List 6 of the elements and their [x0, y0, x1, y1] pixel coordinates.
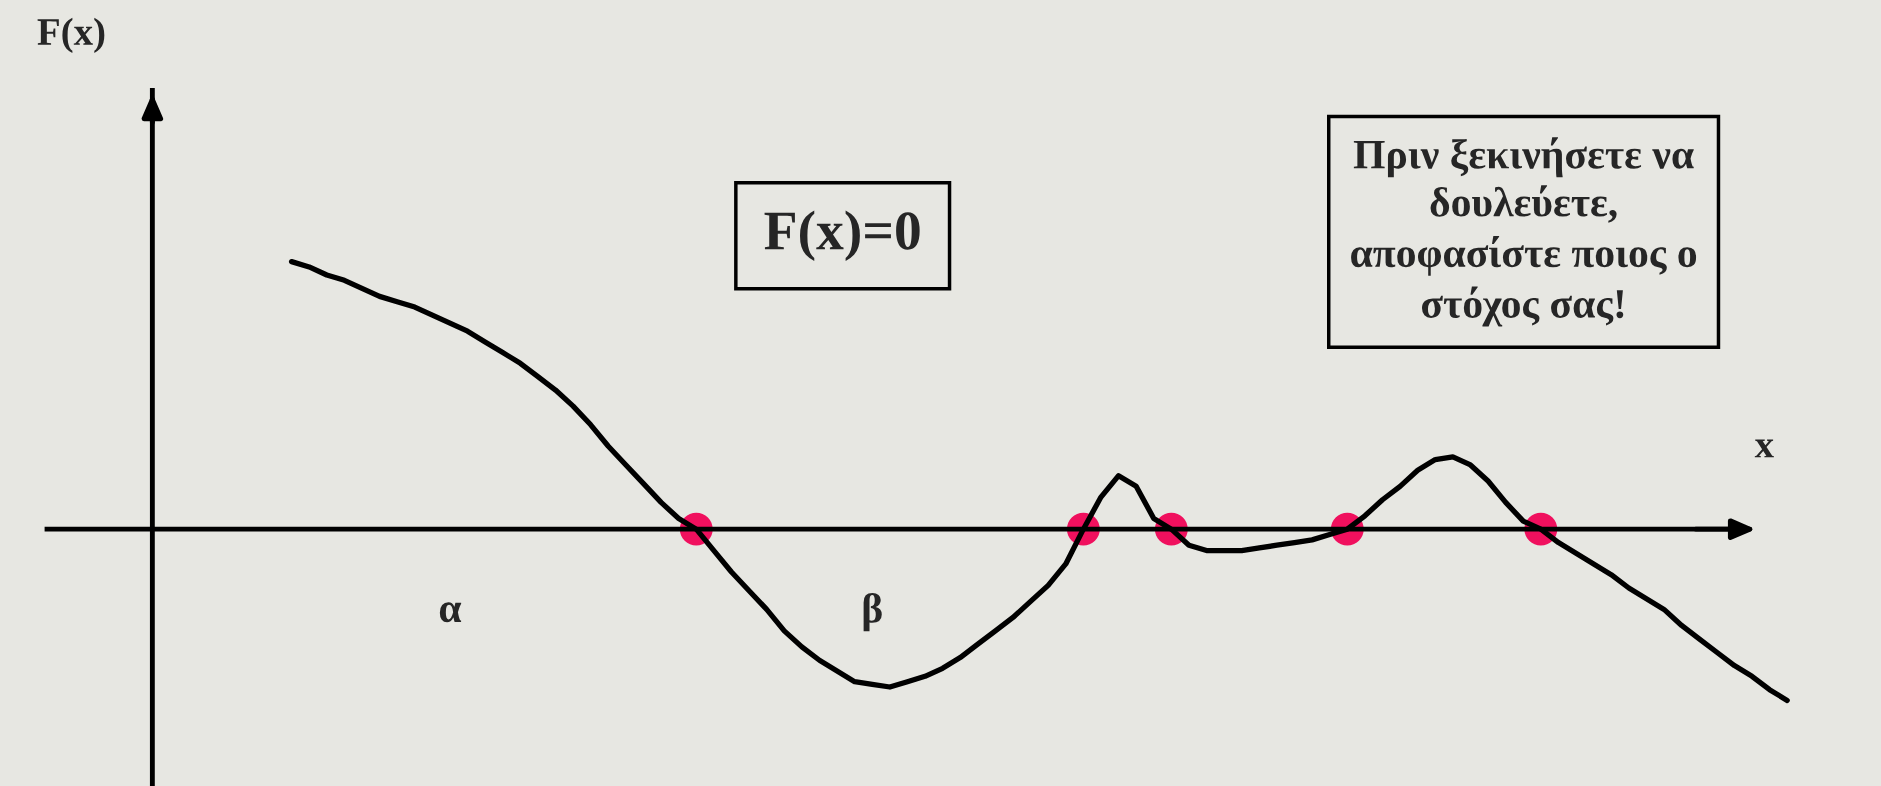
annotation: Πριν ξεκινήσετε να δουλεύετε, αποφασίστε ποιος ο στόχος σας! — [1351, 137, 1697, 327]
x-axis-title: x — [1754, 439, 1774, 458]
text: F(x)=0 — [764, 210, 920, 261]
text: F(x) — [37, 17, 105, 53]
x-tick-label: α — [439, 602, 462, 623]
x-tick-label: β — [863, 593, 882, 632]
